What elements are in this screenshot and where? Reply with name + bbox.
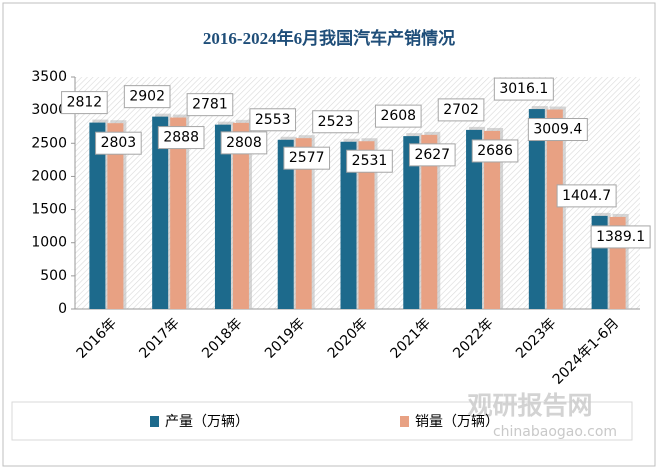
legend-label: 产量（万辆） <box>165 414 249 430</box>
data-label-box <box>493 77 554 101</box>
data-label-box <box>346 149 393 173</box>
data-label-box <box>123 85 171 109</box>
bar <box>232 122 249 309</box>
data-label: 1389.1 <box>596 229 645 245</box>
data-label: 2888 <box>163 130 199 146</box>
data-label-box <box>220 131 268 155</box>
bar <box>277 139 294 309</box>
data-label: 2553 <box>255 112 291 128</box>
data-label-box <box>471 139 519 163</box>
y-tick-label: 0 <box>58 301 67 317</box>
data-label: 2808 <box>226 135 262 151</box>
data-label-box <box>61 91 108 115</box>
data-label: 2531 <box>352 153 388 169</box>
data-label: 2702 <box>443 102 479 118</box>
bar <box>466 129 483 309</box>
bar <box>170 117 187 309</box>
bar <box>340 141 357 309</box>
bar <box>528 109 545 310</box>
data-label-box <box>95 131 142 155</box>
data-label-box <box>186 93 234 117</box>
data-label-box <box>249 108 297 132</box>
data-label: 2781 <box>192 97 228 113</box>
data-label-box <box>312 110 359 134</box>
data-label: 3009.4 <box>533 122 582 138</box>
bar <box>421 134 438 309</box>
data-label: 2523 <box>318 114 354 130</box>
data-label-box <box>437 98 485 122</box>
bar <box>358 141 375 309</box>
data-label: 2803 <box>101 135 137 151</box>
bar <box>484 130 501 309</box>
data-label-box <box>157 126 205 150</box>
y-tick-label: 1000 <box>31 235 67 251</box>
data-label: 3016.1 <box>499 81 548 97</box>
data-label: 1404.7 <box>562 188 611 204</box>
data-label: 2902 <box>129 89 165 105</box>
legend-box <box>11 401 633 441</box>
data-label-box <box>408 143 456 167</box>
data-label-box <box>283 146 331 170</box>
y-tick-label: 2500 <box>31 135 67 151</box>
bar <box>214 124 231 310</box>
data-label: 2686 <box>477 143 513 159</box>
y-tick-label: 2000 <box>31 168 67 184</box>
bar <box>295 138 312 309</box>
bar <box>107 123 124 309</box>
chart-title: 2016-2024年6月我国汽车产销情况 <box>203 28 455 48</box>
data-label: 2812 <box>67 95 103 111</box>
legend-label: 销量（万辆） <box>415 414 499 430</box>
legend-swatch <box>150 416 159 427</box>
y-tick-label: 3000 <box>31 102 67 118</box>
y-tick-label: 1500 <box>31 202 67 218</box>
y-tick-label: 500 <box>40 268 67 284</box>
data-label-box <box>590 225 651 249</box>
data-label-box <box>556 184 617 208</box>
data-label-box <box>527 118 588 142</box>
y-tick-label: 3500 <box>31 69 67 85</box>
legend-swatch <box>400 416 409 427</box>
data-label: 2627 <box>414 147 450 163</box>
bar <box>152 116 169 309</box>
watermark-url: chinabaogao.com <box>493 424 617 440</box>
bar <box>403 136 420 309</box>
bar <box>89 122 106 309</box>
data-label: 2608 <box>380 108 416 124</box>
watermark: 观研报告网 <box>467 391 592 420</box>
data-label: 2577 <box>289 150 325 166</box>
data-label-box <box>374 104 422 128</box>
bar <box>546 109 563 309</box>
